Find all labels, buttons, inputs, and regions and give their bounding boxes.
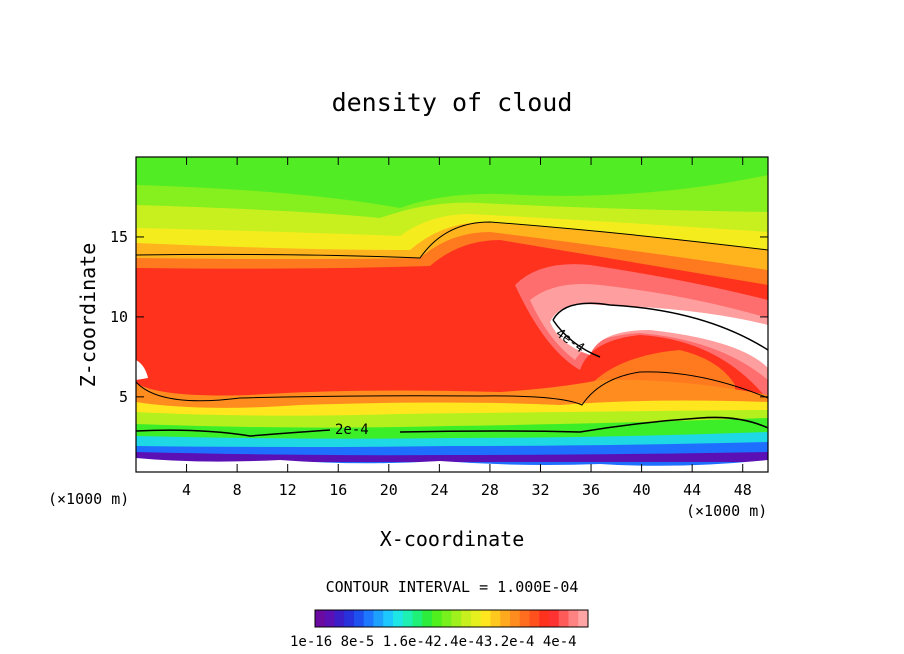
colorbar-swatch	[490, 610, 501, 627]
colorbar-swatch	[558, 610, 569, 627]
y-tick-label: 5	[119, 388, 128, 406]
contour-label-2e-4: 2e-4	[335, 422, 369, 438]
colorbar-swatch	[324, 610, 335, 627]
y-axis: 5 10 15	[110, 228, 768, 406]
x-axis: 4 8 12 16 20 24 28 32 36 40 44 48	[182, 157, 752, 499]
colorbar-swatch	[441, 610, 452, 627]
colorbar	[314, 609, 589, 628]
colorbar-frame	[314, 609, 589, 628]
colorbar-swatch	[568, 610, 579, 627]
x-tick-label: 44	[683, 481, 701, 499]
core-max	[550, 304, 768, 368]
y-axis-label: Z-coordinate	[76, 243, 100, 388]
left-core	[136, 360, 148, 380]
x-axis-label: X-coordinate	[380, 527, 525, 551]
x-unit-right: (×1000 m)	[686, 502, 767, 520]
colorbar-swatch	[354, 610, 365, 627]
colorbar-swatch	[432, 610, 443, 627]
contour-line-4e-4	[552, 302, 768, 358]
x-tick-label: 4	[182, 481, 191, 499]
contour-line-mid	[136, 371, 768, 406]
colorbar-swatch	[471, 610, 482, 627]
colorbar-swatch	[500, 610, 511, 627]
x-tick-label: 12	[279, 481, 297, 499]
colorbar-swatch	[373, 610, 384, 627]
plot-frame	[135, 156, 769, 473]
x-tick-label: 24	[430, 481, 448, 499]
band-purple	[136, 452, 768, 462]
colorbar-swatch	[461, 610, 472, 627]
x-tick-label: 8	[233, 481, 242, 499]
x-tick-label: 40	[633, 481, 651, 499]
chart-title: density of cloud	[331, 88, 573, 117]
x-tick-label: 28	[481, 481, 499, 499]
contour-line-2e-4	[136, 416, 768, 437]
x-tick-label: 48	[734, 481, 752, 499]
x-tick-label: 20	[380, 481, 398, 499]
contour-field: 2e-4 4e-4	[136, 157, 768, 472]
colorbar-swatch	[529, 610, 540, 627]
colorbar-swatch	[539, 610, 550, 627]
contour-interval-text: CONTOUR INTERVAL = 1.000E-04	[326, 578, 579, 596]
x-tick-label: 16	[329, 481, 347, 499]
colorbar-swatch	[480, 610, 491, 627]
y-tick-label: 10	[110, 308, 128, 326]
band-white-bottom	[136, 458, 768, 472]
colorbar-swatch	[549, 610, 560, 627]
colorbar-swatch	[344, 610, 355, 627]
colorbar-swatch	[315, 610, 326, 627]
colorbar-swatch	[578, 610, 589, 627]
colorbar-swatch	[519, 610, 530, 627]
colorbar-swatch	[334, 610, 345, 627]
colorbar-swatch	[451, 610, 462, 627]
x-tick-label: 36	[582, 481, 600, 499]
colorbar-swatch	[510, 610, 521, 627]
colorbar-labels: 1e-16 8e-5 1.6e-42.4e-43.2e-4 4e-4	[290, 634, 577, 650]
colorbar-swatch	[363, 610, 374, 627]
x-unit-left: (×1000 m)	[48, 490, 129, 508]
x-tick-label: 32	[531, 481, 549, 499]
colorbar-swatch	[393, 610, 404, 627]
y-tick-label: 15	[110, 228, 128, 246]
contour-line-upper	[136, 221, 768, 259]
colorbar-swatch	[383, 610, 394, 627]
colorbar-swatch	[402, 610, 413, 627]
colorbar-swatch	[422, 610, 433, 627]
colorbar-swatch	[412, 610, 423, 627]
